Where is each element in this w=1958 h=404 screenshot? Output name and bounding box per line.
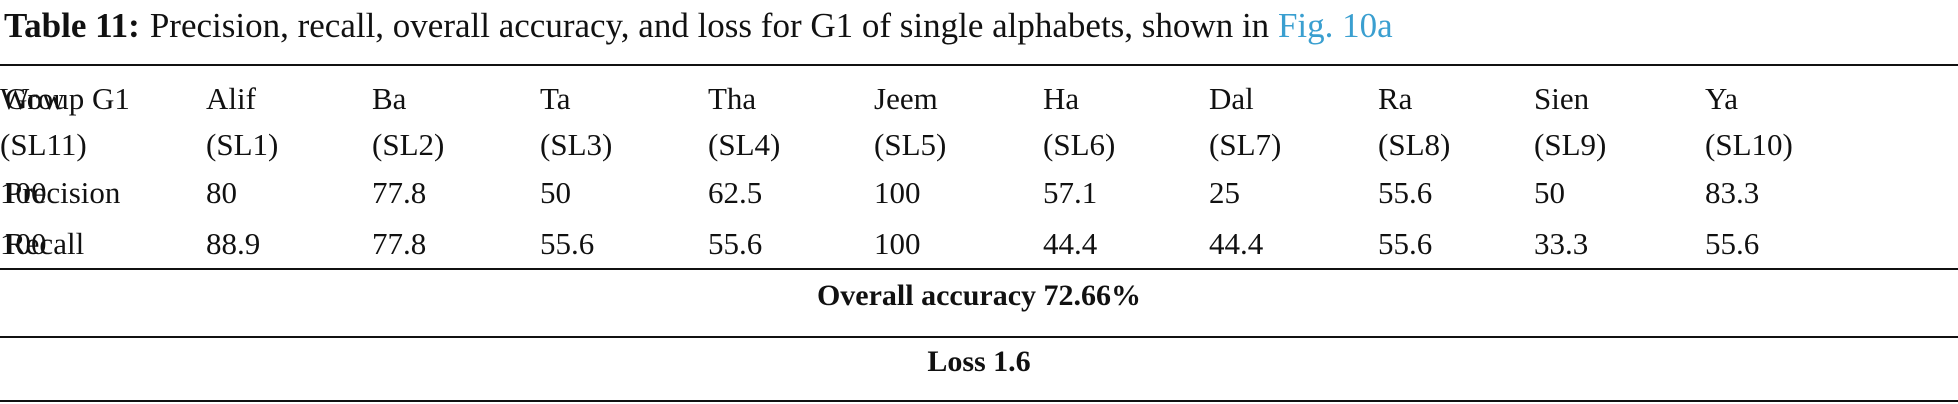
column-header: Tha — [708, 81, 757, 116]
column-code: (SL9) — [1534, 127, 1607, 162]
bottom-rule — [0, 400, 1958, 402]
table-rule — [0, 268, 1958, 270]
cell: 100 — [0, 175, 47, 210]
column-code: (SL11) — [0, 127, 87, 162]
column-code: (SL7) — [1209, 127, 1282, 162]
cell: 50 — [1534, 175, 1565, 210]
cell: 50 — [540, 175, 571, 210]
column-code: (SL5) — [874, 127, 947, 162]
column-header: Ha — [1043, 81, 1080, 116]
cell: 80 — [206, 175, 237, 210]
column-code: (SL2) — [372, 127, 445, 162]
cell: 100 — [0, 226, 47, 261]
figure-link[interactable]: Fig. 10a — [1277, 6, 1393, 45]
column-header: Wow — [0, 81, 65, 116]
caption-label: Table 11: — [4, 6, 140, 45]
column-header: Dal — [1209, 81, 1254, 116]
cell: 55.6 — [1378, 226, 1433, 261]
row-label: Precision — [5, 175, 121, 210]
column-header: Sien — [1534, 81, 1590, 116]
cell: 100 — [874, 226, 921, 261]
column-code: (SL10) — [1705, 127, 1793, 162]
cell: 33.3 — [1534, 226, 1589, 261]
column-header: Ba — [372, 81, 407, 116]
cell: 57.1 — [1043, 175, 1098, 210]
cell: 44.4 — [1209, 226, 1264, 261]
column-code: (SL4) — [708, 127, 781, 162]
cell: 55.6 — [540, 226, 595, 261]
caption-text: Precision, recall, overall accuracy, and… — [149, 6, 1270, 45]
cell: 88.9 — [206, 226, 261, 261]
table-footer: Overall accuracy 72.66% — [816, 279, 1142, 312]
table-footer: Loss 1.6 — [927, 345, 1031, 378]
cell: 62.5 — [708, 175, 763, 210]
column-header: Ra — [1378, 81, 1413, 116]
column-header: Ya — [1705, 81, 1739, 116]
column-header: Alif — [206, 81, 256, 116]
cell: 77.8 — [372, 175, 427, 210]
column-code: (SL6) — [1043, 127, 1116, 162]
cell: 44.4 — [1043, 226, 1098, 261]
column-header: Jeem — [874, 81, 938, 116]
cell: 55.6 — [1705, 226, 1760, 261]
cell: 55.6 — [708, 226, 763, 261]
cell: 55.6 — [1378, 175, 1433, 210]
column-code: (SL1) — [206, 127, 279, 162]
cell: 25 — [1209, 175, 1240, 210]
column-code: (SL8) — [1378, 127, 1451, 162]
table-caption: Table 11: Precision, recall, overall accu… — [4, 6, 1393, 46]
cell: 100 — [874, 175, 921, 210]
cell: 77.8 — [372, 226, 427, 261]
column-header: Ta — [540, 81, 571, 116]
table-rule — [0, 336, 1958, 338]
row-label: Recall — [5, 226, 85, 261]
cell: 83.3 — [1705, 175, 1760, 210]
column-header: Group G1 — [5, 81, 130, 116]
top-rule — [0, 64, 1958, 66]
column-code: (SL3) — [540, 127, 613, 162]
